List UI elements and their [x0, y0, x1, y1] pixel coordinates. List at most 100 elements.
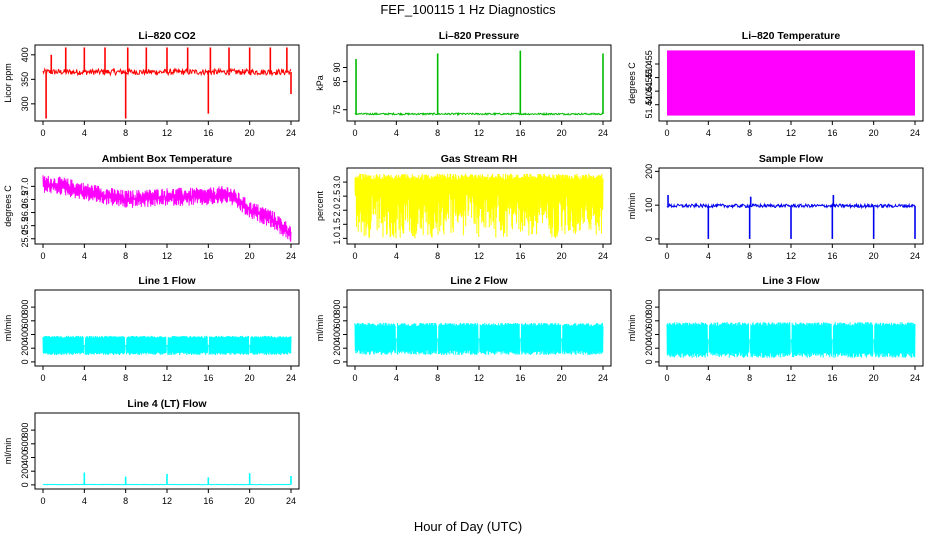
panel-title: Line 4 (LT) Flow — [127, 398, 207, 410]
x-tick-label: 12 — [474, 128, 484, 138]
data-line — [42, 175, 292, 242]
y-tick-label: 800 — [20, 423, 30, 438]
x-tick-label: 12 — [162, 373, 172, 383]
x-tick-label: 20 — [245, 496, 255, 506]
data-line — [42, 335, 292, 356]
y-tick-label: 27.0 — [20, 178, 30, 196]
y-axis: 0 100 200 — [644, 164, 659, 241]
y-axis-label: percent — [315, 190, 325, 221]
panel-title: Li–820 Pressure — [439, 30, 520, 42]
y-tick-label: 400 — [20, 47, 30, 62]
x-tick-label: 4 — [706, 128, 711, 138]
y-tick-label: 400 — [20, 327, 30, 342]
x-tick-label: 0 — [664, 128, 669, 138]
data-line — [354, 322, 604, 356]
x-tick-label: 0 — [40, 251, 45, 261]
x-axis: 0 4 8 12 16 20 24 — [40, 244, 296, 261]
y-tick-label: 75 — [332, 105, 342, 115]
panel-1: Li–820 CO2 Licor ppm 0 4 8 12 16 20 24 300 350 400 — [3, 30, 300, 138]
x-tick-label: 16 — [515, 373, 525, 383]
panel-7: Line 1 Flow ml/min 0 4 8 12 16 20 24 0 20040060080… — [3, 275, 300, 383]
series-9 — [666, 322, 916, 358]
x-tick-label: 20 — [557, 128, 567, 138]
x-tick-label: 24 — [598, 251, 608, 261]
x-tick-label: 24 — [910, 373, 920, 383]
x-tick-label: 24 — [910, 251, 920, 261]
y-tick-label: 0 — [332, 359, 342, 364]
y-tick-label: 600 — [332, 313, 342, 328]
panel-title: Li–820 Temperature — [742, 30, 841, 42]
y-tick-label: 200 — [20, 341, 30, 356]
x-tick-label: 4 — [706, 251, 711, 261]
x-axis: 0 4 8 12 16 20 24 — [664, 244, 920, 261]
x-tick-label: 16 — [203, 373, 213, 383]
y-tick-label: 51.445 — [644, 77, 654, 105]
x-tick-label: 12 — [474, 251, 484, 261]
y-tick-label: 25.0 — [20, 230, 30, 248]
x-tick-label: 24 — [286, 128, 296, 138]
x-tick-label: 8 — [435, 373, 440, 383]
y-tick-label: 0 — [644, 359, 654, 364]
x-tick-label: 8 — [435, 128, 440, 138]
y-tick-label: 300 — [20, 96, 30, 111]
y-tick-label: 350 — [20, 72, 30, 87]
x-tick-label: 24 — [910, 128, 920, 138]
y-tick-label: 0 — [20, 359, 30, 364]
x-axis: 0 4 8 12 16 20 24 — [40, 489, 296, 506]
x-tick-label: 0 — [352, 128, 357, 138]
x-tick-label: 12 — [474, 373, 484, 383]
series-6 — [666, 195, 916, 239]
x-tick-label: 8 — [123, 496, 128, 506]
x-tick-label: 20 — [245, 251, 255, 261]
y-axis-label: Licor ppm — [3, 63, 13, 103]
series-5 — [354, 173, 604, 239]
y-axis-label: ml/min — [627, 193, 637, 220]
data-line — [666, 322, 916, 358]
y-tick-label: 100 — [644, 198, 654, 213]
series-3 — [667, 50, 915, 116]
y-tick-label: 51.440 — [644, 91, 654, 119]
x-tick-label: 4 — [394, 373, 399, 383]
y-axis-label: kPa — [315, 75, 325, 91]
x-tick-label: 24 — [286, 496, 296, 506]
panel-5: Gas Stream RH percent 0 4 8 12 16 20 24 1.01.52.0… — [315, 153, 612, 261]
x-tick-label: 16 — [203, 251, 213, 261]
y-axis: 25.025.526.026.527.0 — [20, 178, 35, 248]
x-axis: 0 4 8 12 16 20 24 — [40, 366, 296, 383]
series-2 — [354, 50, 604, 117]
x-tick-label: 16 — [203, 128, 213, 138]
y-tick-label: 200 — [332, 341, 342, 356]
y-tick-label: 26.0 — [20, 204, 30, 222]
x-tick-label: 16 — [827, 128, 837, 138]
y-tick-label: 400 — [644, 327, 654, 342]
x-tick-label: 8 — [123, 251, 128, 261]
x-tick-label: 20 — [869, 128, 879, 138]
x-tick-label: 0 — [664, 251, 669, 261]
y-tick-label: 0 — [644, 236, 654, 241]
y-tick-label: 600 — [644, 313, 654, 328]
panel-title: Ambient Box Temperature — [102, 153, 233, 165]
panel-10: Line 4 (LT) Flow ml/min 0 4 8 12 16 20 24 0 200400… — [3, 398, 300, 506]
panel-2: Li–820 Pressure kPa 0 4 8 12 16 20 24 75 85 90 — [315, 30, 612, 138]
x-axis: 0 4 8 12 16 20 24 — [664, 121, 920, 138]
x-tick-label: 0 — [40, 373, 45, 383]
x-tick-label: 20 — [869, 373, 879, 383]
y-axis: 1.01.52.02.53.0 — [332, 176, 347, 245]
y-tick-label: 400 — [20, 450, 30, 465]
plot-frame — [346, 44, 612, 122]
y-tick-label: 600 — [20, 313, 30, 328]
panel-6: Sample Flow ml/min 0 4 8 12 16 20 24 0 100 200 — [627, 153, 924, 261]
x-tick-label: 12 — [786, 373, 796, 383]
figure-xlabel: Hour of Day (UTC) — [414, 519, 522, 534]
x-tick-label: 16 — [827, 373, 837, 383]
figure-title: FEF_100115 1 Hz Diagnostics — [380, 2, 556, 17]
panel-title: Line 1 Flow — [138, 275, 196, 287]
x-tick-label: 8 — [123, 373, 128, 383]
y-tick-label: 200 — [644, 341, 654, 356]
y-tick-label: 800 — [332, 300, 342, 315]
x-axis: 0 4 8 12 16 20 24 — [352, 366, 608, 383]
